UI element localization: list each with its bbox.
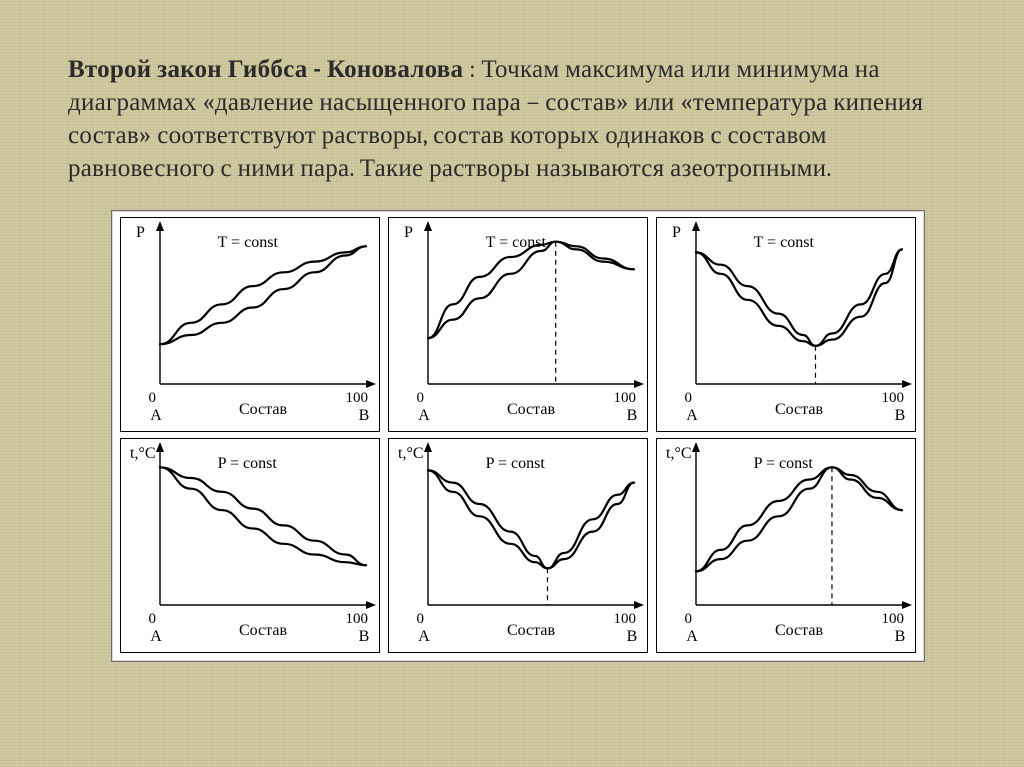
svg-text:t,°C: t,°C bbox=[666, 445, 692, 462]
svg-text:100: 100 bbox=[882, 611, 905, 627]
diagram-figure: P T = const 0 100 A B Состав P T = const 0 100 A B Со… bbox=[111, 210, 925, 662]
svg-text:0: 0 bbox=[149, 611, 157, 627]
phase-diagram-panel: t,°C P = const 0 100 A B Состав bbox=[120, 438, 380, 653]
svg-text:B: B bbox=[359, 407, 370, 424]
svg-text:P: P bbox=[136, 224, 145, 241]
svg-text:T = const: T = const bbox=[754, 234, 815, 251]
svg-text:B: B bbox=[895, 628, 906, 645]
svg-text:A: A bbox=[418, 407, 430, 424]
svg-text:B: B bbox=[627, 407, 638, 424]
svg-text:0: 0 bbox=[417, 390, 425, 406]
svg-text:P = const: P = const bbox=[754, 455, 814, 472]
svg-text:P: P bbox=[672, 224, 681, 241]
svg-text:B: B bbox=[359, 628, 370, 645]
phase-diagram-panel: t,°C P = const 0 100 A B Состав bbox=[656, 438, 916, 653]
phase-diagram-panel: P T = const 0 100 A B Состав bbox=[120, 217, 380, 432]
svg-text:100: 100 bbox=[346, 390, 369, 406]
phase-diagram-panel: P T = const 0 100 A B Состав bbox=[388, 217, 648, 432]
svg-text:0: 0 bbox=[685, 611, 693, 627]
svg-text:P: P bbox=[404, 224, 413, 241]
svg-text:Состав: Состав bbox=[775, 401, 823, 418]
svg-text:Состав: Состав bbox=[507, 622, 555, 639]
svg-text:Состав: Состав bbox=[239, 401, 287, 418]
svg-text:B: B bbox=[895, 407, 906, 424]
phase-diagram-panel: P T = const 0 100 A B Состав bbox=[656, 217, 916, 432]
svg-text:A: A bbox=[686, 628, 698, 645]
svg-text:100: 100 bbox=[882, 390, 905, 406]
phase-diagram-panel: t,°C P = const 0 100 A B Состав bbox=[388, 438, 648, 653]
svg-text:Состав: Состав bbox=[775, 622, 823, 639]
svg-text:Состав: Состав bbox=[239, 622, 287, 639]
svg-text:T = const: T = const bbox=[218, 234, 279, 251]
svg-text:A: A bbox=[150, 628, 162, 645]
svg-text:Состав: Состав bbox=[507, 401, 555, 418]
svg-text:0: 0 bbox=[417, 611, 425, 627]
svg-text:100: 100 bbox=[614, 390, 637, 406]
svg-text:A: A bbox=[686, 407, 698, 424]
svg-text:t,°C: t,°C bbox=[398, 445, 424, 462]
svg-text:P = const: P = const bbox=[486, 455, 546, 472]
svg-text:t,°C: t,°C bbox=[130, 445, 156, 462]
svg-text:B: B bbox=[627, 628, 638, 645]
svg-text:A: A bbox=[150, 407, 162, 424]
svg-text:P = const: P = const bbox=[218, 455, 278, 472]
svg-text:0: 0 bbox=[685, 390, 693, 406]
svg-text:A: A bbox=[418, 628, 430, 645]
paragraph-bold: Второй закон Гиббса - Коновалова bbox=[68, 55, 463, 84]
svg-text:T = const: T = const bbox=[486, 234, 547, 251]
svg-text:0: 0 bbox=[149, 390, 157, 406]
svg-text:100: 100 bbox=[614, 611, 637, 627]
paragraph: Второй закон Гиббса - Коновалова : Точка… bbox=[68, 53, 968, 185]
svg-text:100: 100 bbox=[346, 611, 369, 627]
